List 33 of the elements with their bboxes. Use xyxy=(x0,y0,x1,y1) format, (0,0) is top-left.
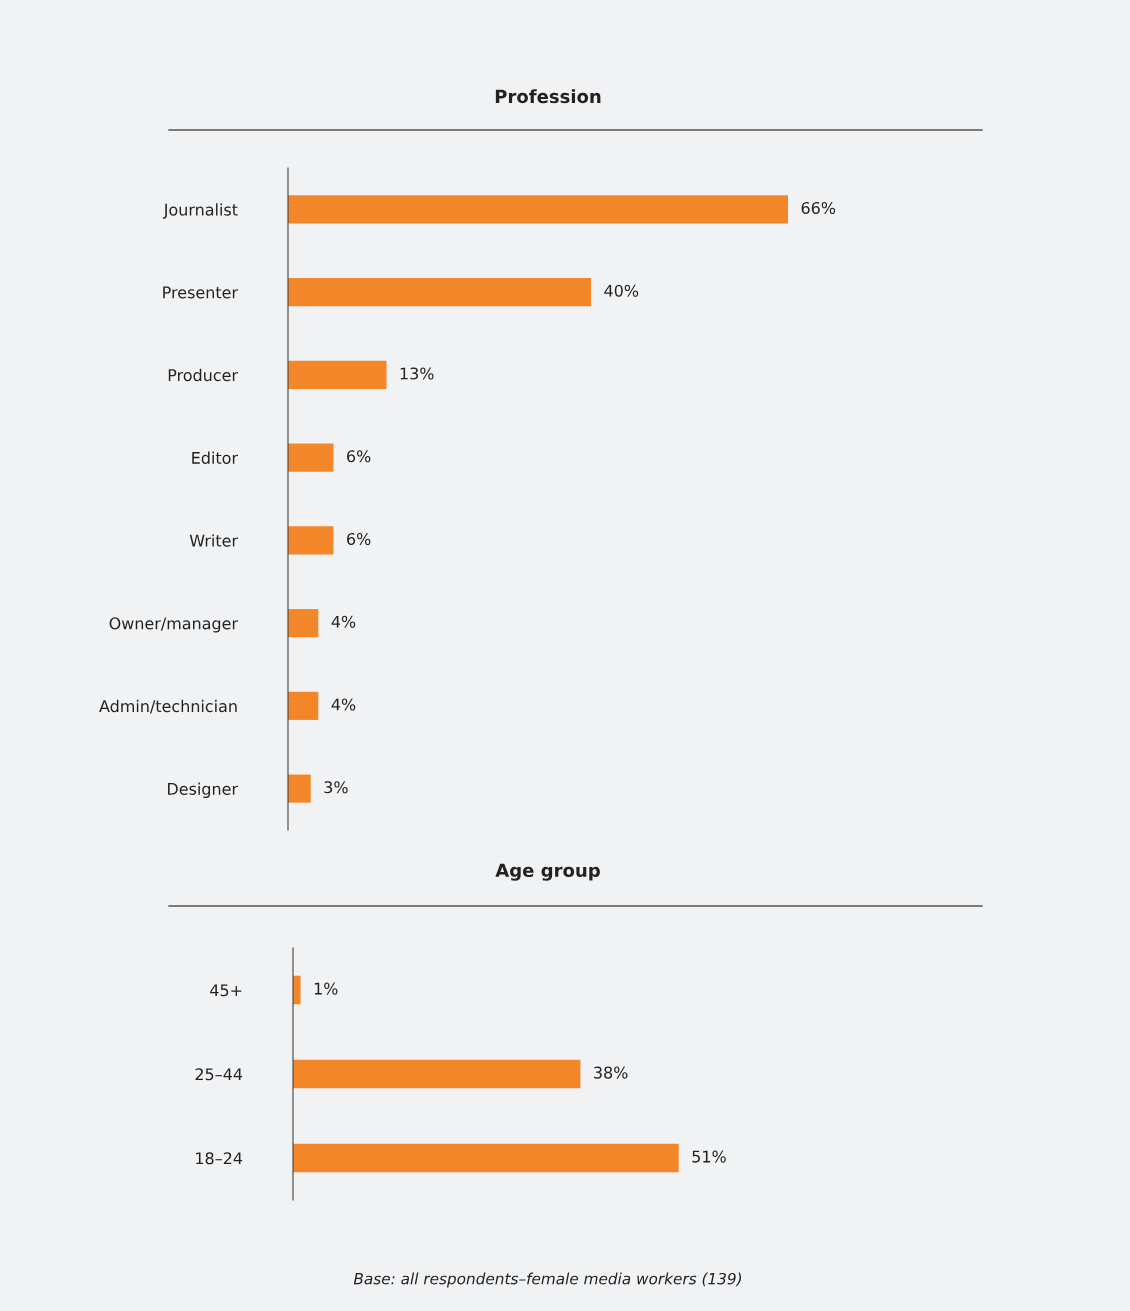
data-label: 6% xyxy=(347,532,371,546)
bar xyxy=(288,526,334,555)
data-label: 6% xyxy=(347,450,371,463)
bar xyxy=(288,609,319,638)
data-label: 66% xyxy=(801,201,836,215)
y-tick-label: Producer xyxy=(168,368,238,382)
y-tick-label: Journalist xyxy=(162,203,238,219)
data-label: 38% xyxy=(594,1066,628,1079)
bar xyxy=(288,278,592,307)
y-tick-label: 18–24 xyxy=(196,1152,243,1165)
y-tick-label: Designer xyxy=(168,782,238,799)
y-tick-label: Admin/technician xyxy=(99,699,237,714)
bar xyxy=(288,443,334,472)
y-tick-label: 45+ xyxy=(210,984,242,997)
y-tick-label: Presenter xyxy=(163,286,238,299)
data-label: 13% xyxy=(400,367,434,380)
y-tick-label: Owner/manager xyxy=(109,617,238,633)
y-tick-label: Writer xyxy=(189,534,238,547)
data-label: 3% xyxy=(324,781,348,794)
data-label: 4% xyxy=(331,698,356,711)
chart-title: Age group xyxy=(495,863,600,881)
y-tick-label: 25–44 xyxy=(195,1068,243,1081)
bar xyxy=(288,774,311,803)
data-label: 4% xyxy=(331,615,356,628)
bar xyxy=(288,360,387,389)
text: Base: all respondents–female media workers (139) xyxy=(353,1272,742,1288)
bar xyxy=(288,195,788,224)
data-label: 1% xyxy=(314,982,338,995)
data-label: 51% xyxy=(692,1150,726,1163)
chart-title: Profession xyxy=(495,89,601,104)
data-label: 40% xyxy=(604,284,639,297)
bar xyxy=(288,691,319,720)
y-tick-label: Editor xyxy=(192,451,238,464)
